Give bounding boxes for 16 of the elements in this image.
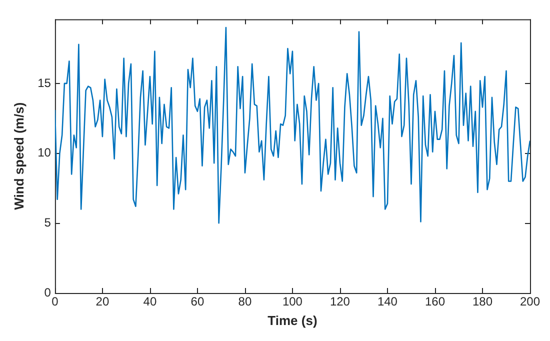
y-tick-label: 10	[38, 146, 52, 160]
x-tick-label: 140	[377, 294, 398, 309]
x-tick-label: 100	[282, 294, 303, 309]
y-tick-label: 0	[44, 285, 52, 300]
x-tick-label: 40	[143, 294, 157, 309]
x-tick-label: 120	[330, 294, 350, 309]
x-tick-label: 160	[424, 294, 446, 309]
x-tick-label: 60	[190, 294, 204, 309]
x-tick-label: 180	[472, 294, 493, 309]
y-axis-title: Wind speed (m/s)	[11, 102, 26, 210]
x-tick-label: 200	[520, 294, 540, 309]
x-tick-label: 20	[96, 294, 110, 309]
x-tick-label: 80	[238, 294, 252, 309]
x-axis-title: Time (s)	[268, 312, 318, 328]
y-tick-label: 15	[38, 76, 52, 90]
y-tick-label: 5	[44, 215, 52, 230]
